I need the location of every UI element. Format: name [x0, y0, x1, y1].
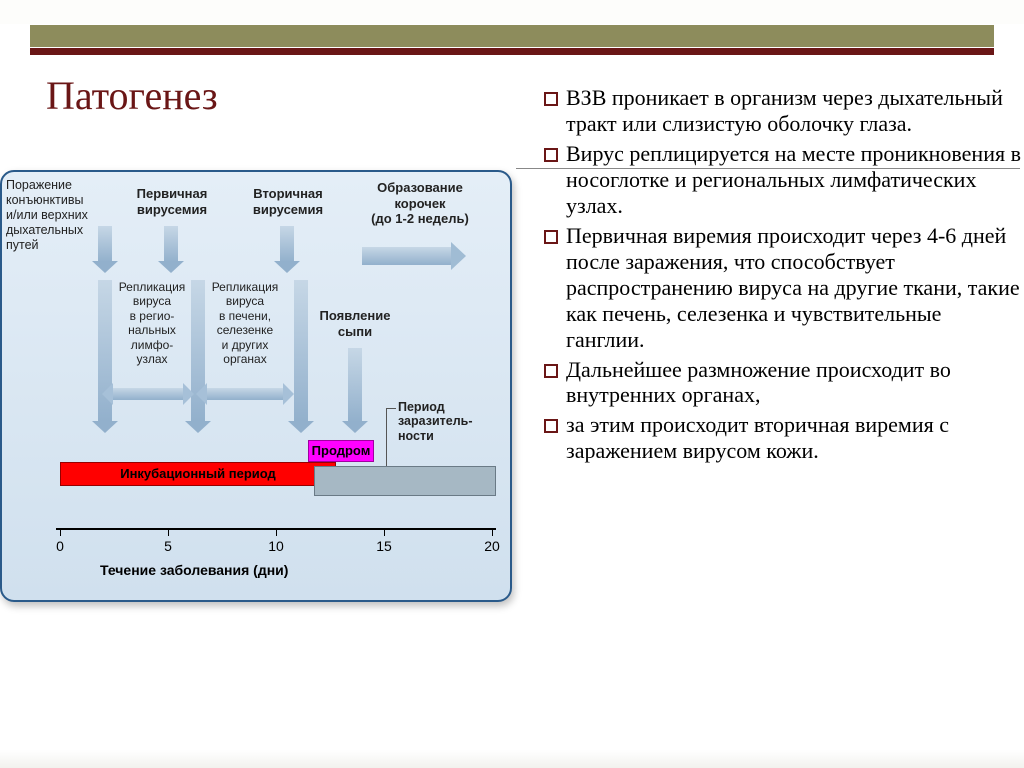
axis-tick [60, 528, 61, 536]
label-replication-organs: Репликациявирусав печени,селезенкеи друг… [200, 280, 290, 366]
axis-tick [168, 528, 169, 536]
axis-tick [276, 528, 277, 536]
arrow-down-icon [164, 226, 178, 262]
bullet-item: за этим происходит вторичная виремия с з… [540, 412, 1022, 464]
axis-tick [384, 528, 385, 536]
connector-line [386, 408, 387, 466]
arrow-right-icon [362, 247, 452, 265]
bullet-item: Вирус реплицируется на месте проникновен… [540, 141, 1022, 219]
arrow-down-icon [280, 226, 294, 262]
bullet-item: ВЗВ проникает в организм через дыхательн… [540, 85, 1022, 137]
tick-label-3: 15 [376, 538, 392, 554]
label-crust-formation: Образованиекорочек(до 1-2 недель) [360, 180, 480, 227]
arrow-bidirectional-icon [112, 388, 184, 400]
axis-title: Течение заболевания (дни) [100, 562, 288, 578]
header-color-band [30, 25, 994, 53]
tick-label-4: 20 [484, 538, 500, 554]
bullet-list: ВЗВ проникает в организм через дыхательн… [540, 85, 1022, 468]
arrow-down-icon [98, 226, 112, 262]
label-rash-appearance: Появлениесыпи [310, 308, 400, 339]
infectious-bar [314, 466, 496, 496]
connector-line [386, 408, 396, 409]
bullet-item: Дальнейшее размножение происходит во вну… [540, 357, 1022, 409]
pathogenesis-diagram: Поражениеконъюнктивыи/или верхнихдыхател… [0, 170, 512, 602]
label-secondary-viremia: Вторичнаявирусемия [238, 186, 338, 217]
label-replication-lymph: Репликациявирусав регио-нальныхлимфо-узл… [110, 280, 194, 366]
page-top-margin [0, 0, 1024, 24]
label-infectious-period: Периодзаразитель-ности [398, 400, 473, 443]
maroon-stripe [30, 47, 994, 55]
bullet-item: Первичная виремия происходит через 4-6 д… [540, 223, 1022, 353]
tick-label-2: 10 [268, 538, 284, 554]
bottom-fade [0, 750, 1024, 768]
incubation-bar: Инкубационный период [60, 462, 336, 486]
arrow-down-icon [348, 348, 362, 422]
arrow-down-icon [294, 280, 308, 422]
olive-band [30, 25, 994, 47]
label-infection-route: Поражениеконъюнктивыи/или верхнихдыхател… [6, 178, 106, 253]
tick-label-0: 0 [56, 538, 64, 554]
prodrome-bar: Продром [308, 440, 374, 462]
slide-title: Патогенез [46, 72, 218, 119]
label-primary-viremia: Первичнаявирусемия [122, 186, 222, 217]
arrow-bidirectional-icon [206, 388, 284, 400]
axis-tick [492, 528, 493, 536]
tick-label-1: 5 [164, 538, 172, 554]
